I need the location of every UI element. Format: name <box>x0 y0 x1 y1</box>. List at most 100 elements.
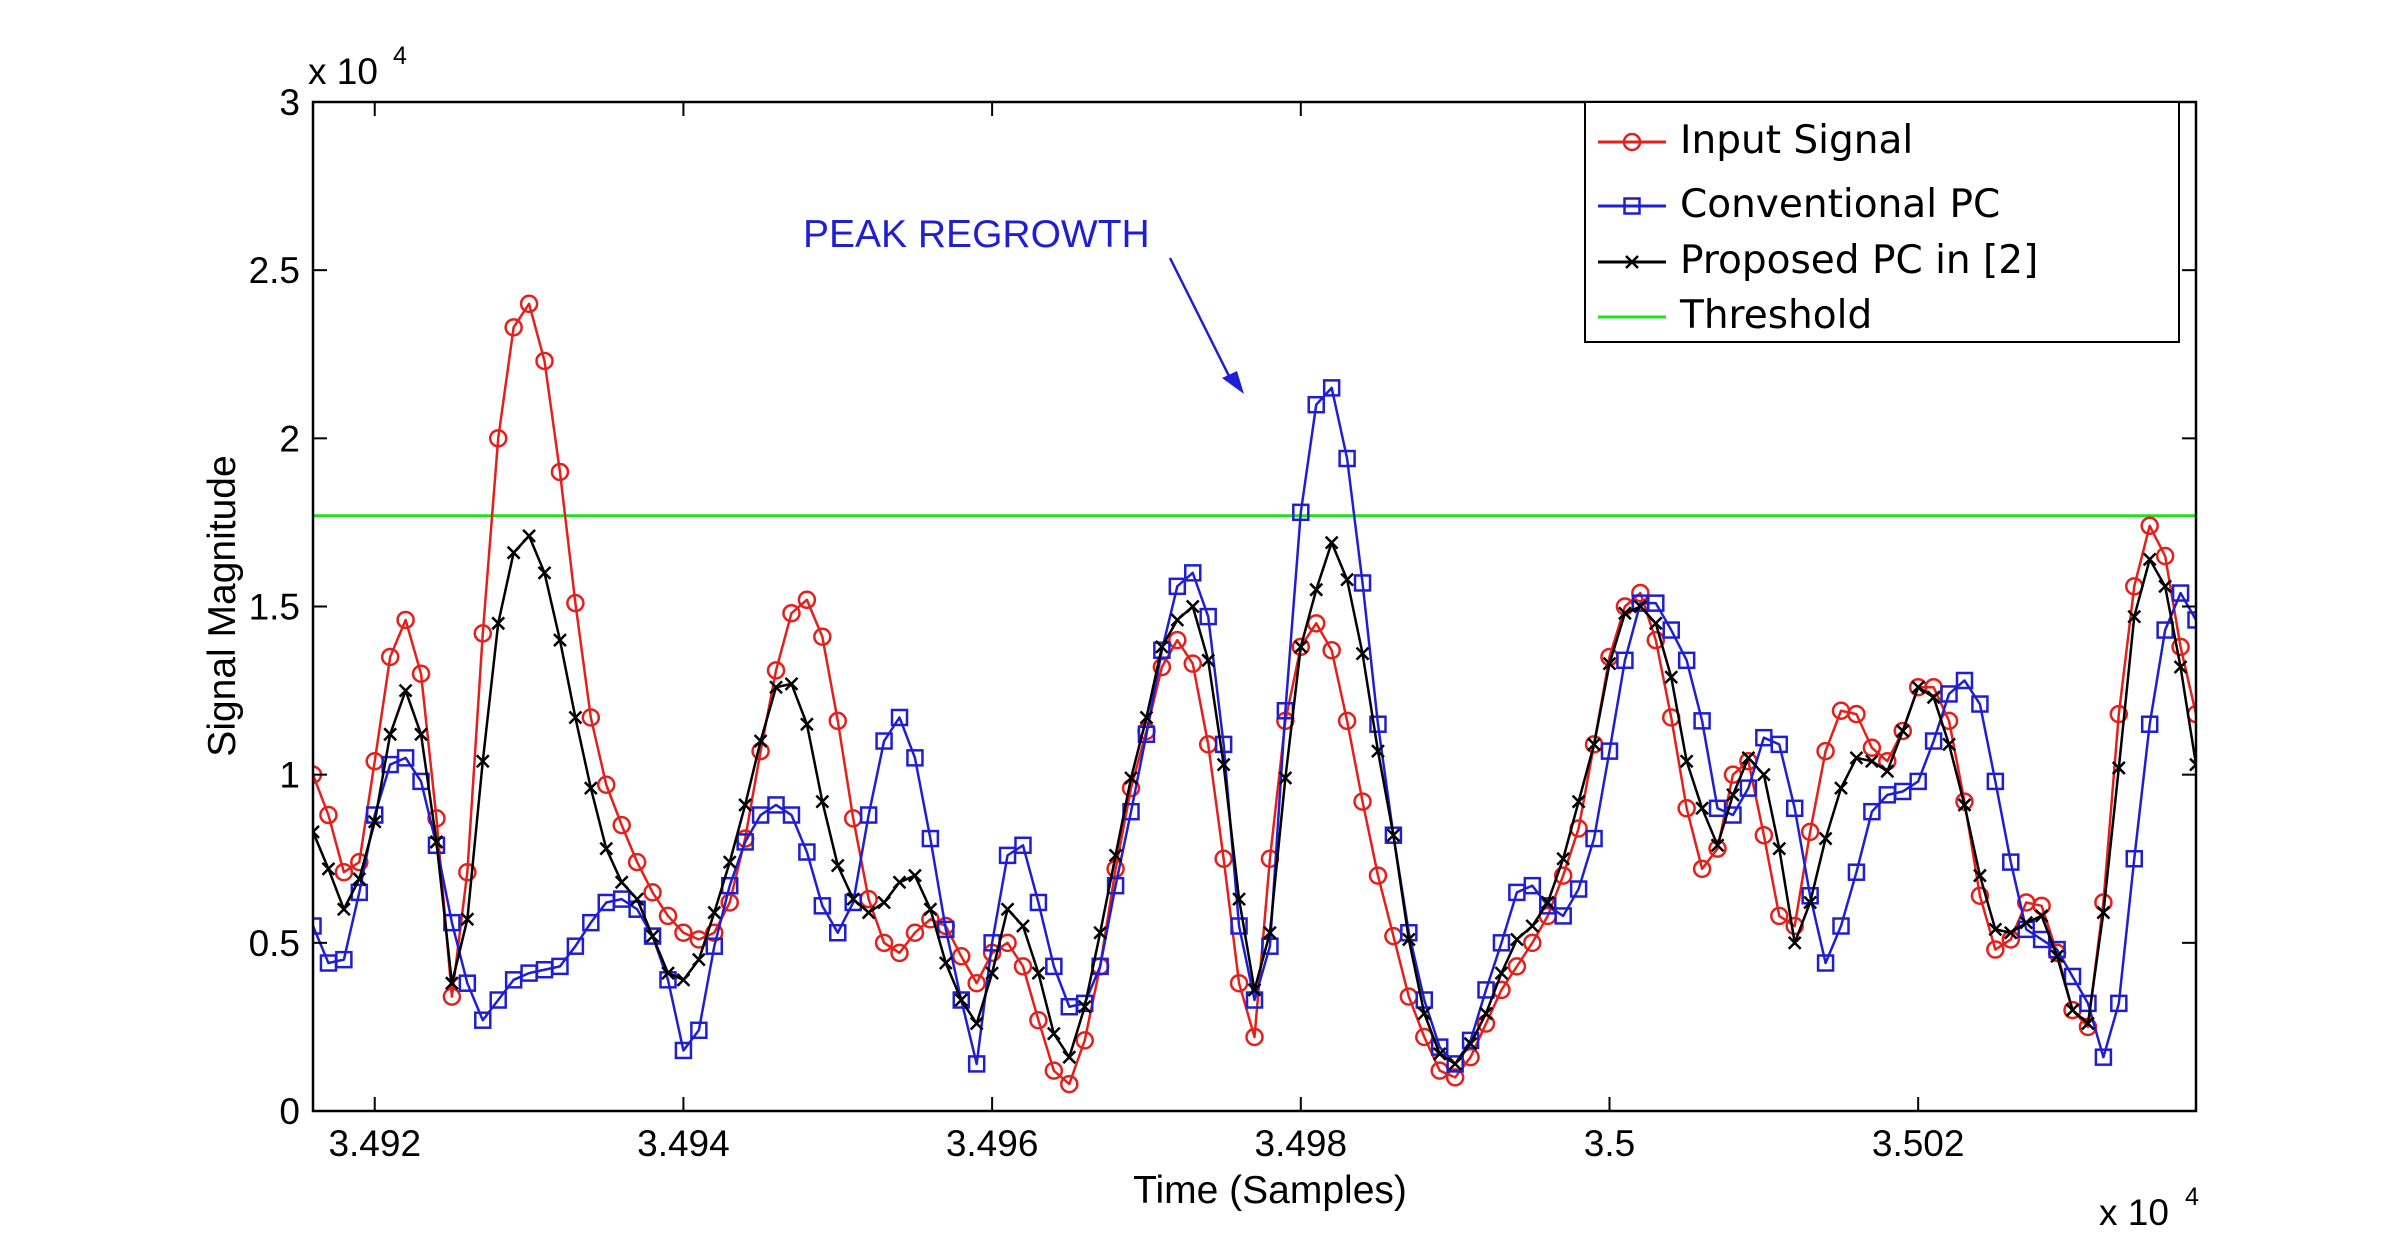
data-point <box>2281 558 2297 574</box>
data-point <box>1834 781 1848 796</box>
data-point <box>1152 657 1172 677</box>
data-point <box>334 862 354 882</box>
data-point <box>2283 668 2295 680</box>
y-exponent: x 10 4 <box>308 42 407 92</box>
data-point <box>1322 640 1341 660</box>
data-point <box>2250 393 2266 409</box>
data-point <box>2111 761 2126 775</box>
data-point <box>2155 546 2175 566</box>
data-point <box>1245 1027 1264 1047</box>
data-point <box>1849 750 1864 765</box>
data-point <box>828 711 848 731</box>
y-tick-label: 1.5 <box>249 587 300 628</box>
data-point <box>2266 686 2281 701</box>
data-point <box>2002 853 2020 871</box>
data-point <box>1818 831 1833 846</box>
legend-label-input-signal: Input Signal <box>1680 118 1913 163</box>
data-point <box>473 624 493 643</box>
y-axis-label: Signal Magnitude <box>201 455 244 756</box>
data-point <box>1139 710 1154 725</box>
data-point <box>890 943 909 963</box>
data-point <box>336 902 351 917</box>
data-point <box>411 664 431 684</box>
data-point <box>1077 999 1092 1014</box>
data-point <box>1970 886 1990 905</box>
data-point <box>661 966 675 980</box>
data-point <box>2221 641 2233 653</box>
data-point <box>1924 732 1943 750</box>
data-point <box>1013 957 1033 976</box>
data-point <box>951 947 971 966</box>
data-point <box>1031 966 1046 980</box>
data-point <box>1726 787 1740 802</box>
x-tick-label: 3.5 <box>1584 1123 1635 1164</box>
data-point <box>1507 957 1527 976</box>
data-point <box>597 775 616 795</box>
data-point <box>1770 906 1789 926</box>
x-exponent: x 10 4 <box>2099 1183 2199 1233</box>
x-axis-label: Time (Samples) <box>1133 1169 1407 1212</box>
data-point <box>967 1055 986 1073</box>
data-point <box>1971 695 1989 713</box>
data-point <box>1353 792 1372 811</box>
data-point <box>1293 639 1308 654</box>
data-point <box>1832 917 1850 935</box>
data-point <box>1909 772 1927 791</box>
data-point <box>645 929 660 943</box>
data-point <box>1756 767 1771 782</box>
data-point <box>766 661 786 680</box>
y-tick-label: 2.5 <box>249 250 300 291</box>
data-point <box>861 905 876 920</box>
data-point <box>1230 917 1248 935</box>
y-tick-label: 0.5 <box>249 923 300 964</box>
data-point <box>1540 895 1555 910</box>
data-point <box>1322 379 1341 397</box>
data-point <box>519 294 539 314</box>
data-point <box>1093 925 1108 940</box>
data-point <box>643 927 662 945</box>
data-point <box>599 841 614 856</box>
data-point <box>2032 896 2051 916</box>
data-point <box>2343 949 2358 964</box>
data-point <box>1988 922 2003 937</box>
series-line <box>313 302 2196 1086</box>
annotation-arrowhead <box>1222 371 1244 394</box>
data-point <box>1337 711 1357 731</box>
series-layer <box>313 294 2358 1094</box>
data-point <box>1986 772 2005 791</box>
data-point <box>1679 754 1694 769</box>
data-point <box>2296 713 2312 729</box>
data-point <box>890 708 909 727</box>
data-point <box>627 852 647 872</box>
data-point <box>892 875 907 890</box>
data-point <box>460 912 475 927</box>
data-point <box>1044 1061 1064 1080</box>
data-point <box>319 805 338 825</box>
data-point <box>905 923 925 942</box>
x-exponent-power: 4 <box>2185 1183 2199 1211</box>
data-point <box>445 976 459 991</box>
data-point <box>923 902 938 917</box>
data-point <box>1602 656 1617 671</box>
data-point <box>566 593 585 613</box>
data-point <box>1895 724 1910 738</box>
data-point <box>1278 771 1293 785</box>
data-point <box>1754 825 1774 845</box>
data-point <box>313 824 320 839</box>
data-point <box>321 861 336 876</box>
data-point <box>1880 764 1895 779</box>
data-point <box>2311 868 2327 884</box>
data-point <box>967 973 986 993</box>
data-point <box>1957 798 1972 812</box>
data-point <box>705 937 724 955</box>
data-point <box>488 429 508 448</box>
data-point <box>1355 646 1370 661</box>
data-point <box>1677 799 1696 818</box>
data-point <box>380 647 400 667</box>
data-point <box>313 917 322 935</box>
data-point <box>1585 829 1603 848</box>
data-point <box>1245 991 1264 1009</box>
data-point <box>782 603 801 623</box>
data-point <box>2204 683 2219 698</box>
data-point <box>442 987 462 1006</box>
